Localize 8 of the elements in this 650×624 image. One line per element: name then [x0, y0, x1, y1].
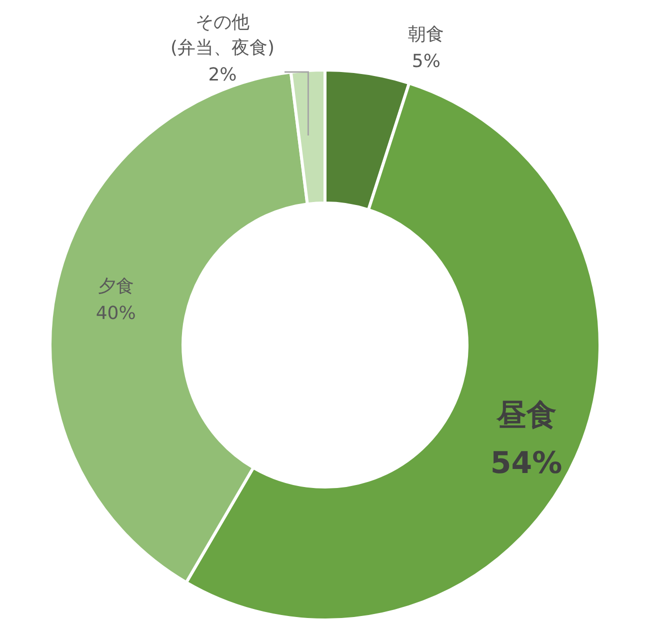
slice-label: 夕食	[98, 276, 134, 298]
data-label: 5%	[412, 51, 440, 72]
slice-label: 朝食	[408, 24, 444, 45]
data-label: 54%	[490, 446, 562, 481]
slice-label: 昼食	[495, 398, 556, 433]
slice-label: その他(弁当、夜食)	[170, 12, 275, 59]
data-label: 40%	[96, 303, 136, 324]
data-label: 2%	[208, 64, 237, 86]
